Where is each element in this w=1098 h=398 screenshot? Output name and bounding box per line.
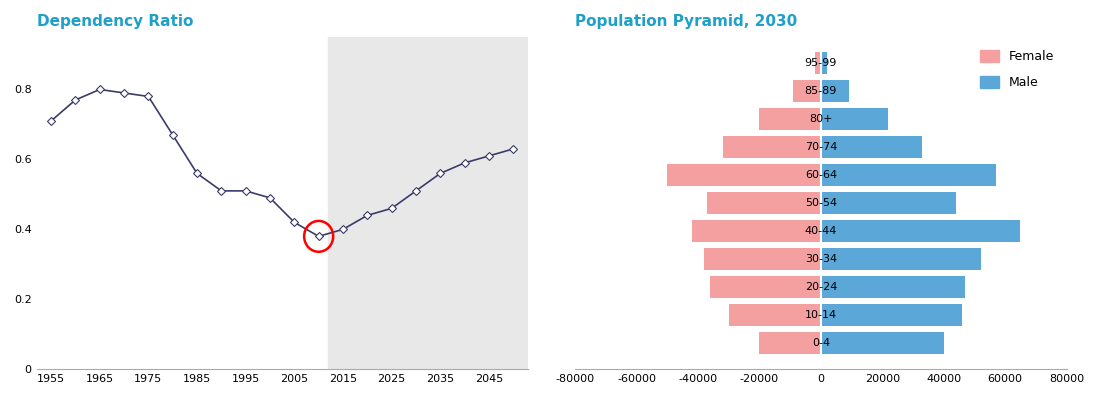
Bar bbox=[821, 332, 943, 354]
Bar bbox=[692, 220, 821, 242]
Bar bbox=[821, 248, 981, 270]
Text: 10-14: 10-14 bbox=[805, 310, 837, 320]
Bar bbox=[328, 37, 528, 369]
Bar bbox=[760, 332, 821, 354]
Bar bbox=[729, 304, 821, 326]
Bar bbox=[821, 192, 956, 214]
Text: 30-34: 30-34 bbox=[805, 254, 837, 264]
Bar bbox=[821, 164, 996, 186]
Text: 60-64: 60-64 bbox=[805, 170, 837, 180]
Text: 40-44: 40-44 bbox=[805, 226, 837, 236]
Bar bbox=[821, 304, 962, 326]
Text: Dependency Ratio: Dependency Ratio bbox=[36, 14, 193, 29]
Bar bbox=[707, 192, 821, 214]
Bar bbox=[710, 276, 821, 298]
Text: Population Pyramid, 2030: Population Pyramid, 2030 bbox=[575, 14, 797, 29]
Text: 70-74: 70-74 bbox=[805, 142, 837, 152]
Bar bbox=[815, 52, 821, 74]
Bar bbox=[821, 136, 922, 158]
Bar bbox=[722, 136, 821, 158]
Bar bbox=[821, 52, 827, 74]
Text: 20-24: 20-24 bbox=[805, 282, 837, 292]
Text: 0-4: 0-4 bbox=[811, 338, 830, 348]
Text: 50-54: 50-54 bbox=[805, 198, 837, 208]
Bar bbox=[821, 80, 849, 102]
Bar bbox=[821, 108, 888, 131]
Bar bbox=[821, 276, 965, 298]
Bar bbox=[668, 164, 821, 186]
Text: 80+: 80+ bbox=[809, 114, 832, 124]
Text: 85-89: 85-89 bbox=[805, 86, 837, 96]
Text: 95-99: 95-99 bbox=[805, 58, 837, 68]
Bar bbox=[793, 80, 821, 102]
Bar bbox=[821, 220, 1020, 242]
Bar bbox=[760, 108, 821, 131]
Legend: Female, Male: Female, Male bbox=[974, 43, 1061, 96]
Bar bbox=[704, 248, 821, 270]
